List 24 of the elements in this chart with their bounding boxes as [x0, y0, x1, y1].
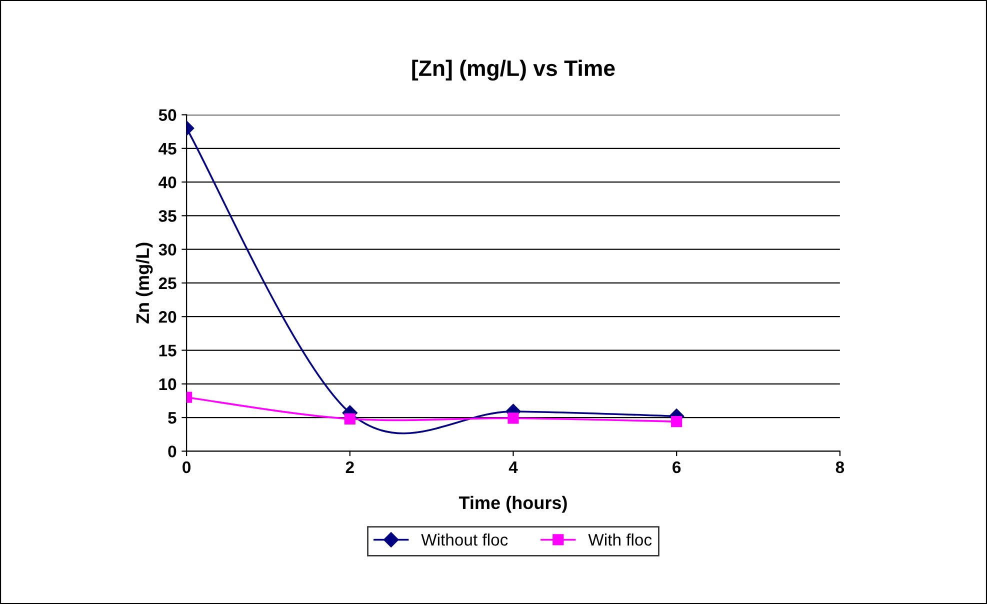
y-tick-label: 15: [159, 344, 176, 356]
point: [508, 412, 519, 424]
x-tick-label: 8: [836, 461, 844, 474]
x-tick-label: 4: [508, 462, 518, 473]
y-tick-label: 10: [159, 378, 176, 390]
y-tick-label: 5: [168, 412, 176, 424]
legend-label: Without floc: [421, 533, 508, 546]
y-axis-title: Zn (mg/L): [136, 242, 153, 324]
y-tick-label: 45: [158, 142, 176, 155]
y-tick-label: 30: [158, 244, 176, 256]
legend-label: With floc: [588, 533, 652, 546]
x-axis-title: Time (hours): [458, 496, 567, 513]
chart-title: [Zn] (mg/L) vs Time: [412, 60, 615, 81]
y-tick-label: 0: [168, 446, 176, 458]
point: [671, 416, 682, 428]
y-tick-label: 20: [158, 311, 176, 323]
y-tick-label: 25: [158, 277, 176, 290]
point: [344, 413, 356, 424]
x-tick-label: 2: [346, 461, 354, 473]
x-tick-label: 6: [672, 461, 681, 474]
x-tick-label: 0: [182, 461, 190, 474]
y-tick-label: 40: [158, 176, 176, 188]
y-tick-label: 35: [158, 210, 176, 222]
y-tick-label: 50: [158, 109, 176, 121]
